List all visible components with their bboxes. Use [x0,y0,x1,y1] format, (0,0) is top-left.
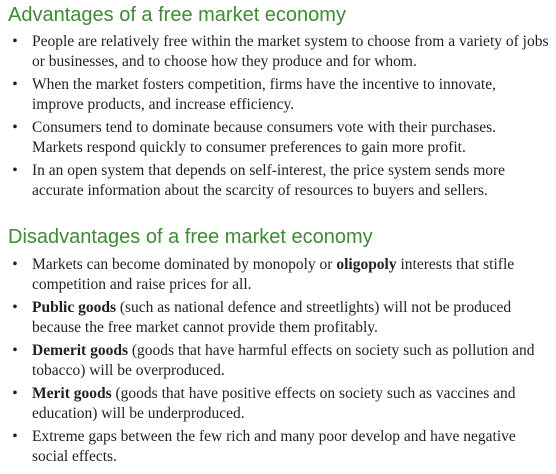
item-line: improve products, and increase efficienc… [32,96,295,113]
item-line: Markets respond quickly to consumer pref… [32,139,466,156]
item-line: When the market fosters competition, fir… [32,76,496,93]
bullet-icon: • [12,256,18,273]
disadvantages-list: • Markets can become dominated by monopo… [0,255,556,470]
bullet-icon: • [12,342,18,359]
item-line: social effects. [32,448,117,465]
advantages-item: • In an open system that depends on self… [0,161,556,201]
item-line: Markets can become dominated by monopoly… [32,255,556,275]
bullet-icon: • [12,299,18,316]
item-line: tobacco) will be overproduced. [32,362,225,379]
key-term: Merit goods [32,385,112,402]
bullet-icon: • [12,119,18,136]
item-line: Extreme gaps between the few rich and ma… [32,427,556,447]
item-line: Merit goods (goods that have positive ef… [32,384,556,404]
disadvantages-heading: Disadvantages of a free market economy [8,226,373,248]
item-text: (such as national defence and streetligh… [115,299,512,316]
disadvantages-item: • Extreme gaps between the few rich and … [0,427,556,467]
disadvantages-item: • Demerit goods (goods that have harmful… [0,341,556,381]
item-text: interests that stifle [396,256,515,273]
disadvantages-item: • Markets can become dominated by monopo… [0,255,556,295]
key-term: Demerit goods [32,342,128,359]
item-line: In an open system that depends on self-i… [32,162,506,179]
item-line: competition and raise prices for all. [32,276,252,293]
advantages-item: • Consumers tend to dominate because con… [0,118,556,158]
item-text: Markets can become dominated by monopoly… [32,256,337,273]
disadvantages-item: • Merit goods (goods that have positive … [0,384,556,424]
advantages-heading: Advantages of a free market economy [8,4,346,26]
item-line: People are relatively free within the ma… [32,33,549,50]
advantages-list: • People are relatively free within the … [0,32,556,204]
bullet-icon: • [12,162,18,179]
bullet-icon: • [12,385,18,402]
item-text: Extreme gaps between the few rich and ma… [32,428,516,445]
bullet-icon: • [12,33,18,50]
advantages-item: • People are relatively free within the … [0,32,556,72]
key-term: oligopoly [336,256,397,273]
item-line: or businesses, and to choose how they pr… [32,53,417,70]
bullet-icon: • [12,428,18,445]
item-line: Public goods (such as national defence a… [32,298,556,318]
bullet-icon: • [12,76,18,93]
item-line: Demerit goods (goods that have harmful e… [32,341,556,361]
item-line: Consumers tend to dominate because consu… [32,119,497,136]
item-line: because the free market cannot provide t… [32,319,378,336]
advantages-item: • When the market fosters competition, f… [0,75,556,115]
item-text: (goods that have harmful effects on soci… [128,342,535,359]
disadvantages-item: • Public goods (such as national defence… [0,298,556,338]
item-text: (goods that have positive effects on soc… [111,385,516,402]
key-term: Public goods [32,299,116,316]
item-line: accurate information about the scarcity … [32,182,488,199]
item-line: education) will be underproduced. [32,405,245,422]
